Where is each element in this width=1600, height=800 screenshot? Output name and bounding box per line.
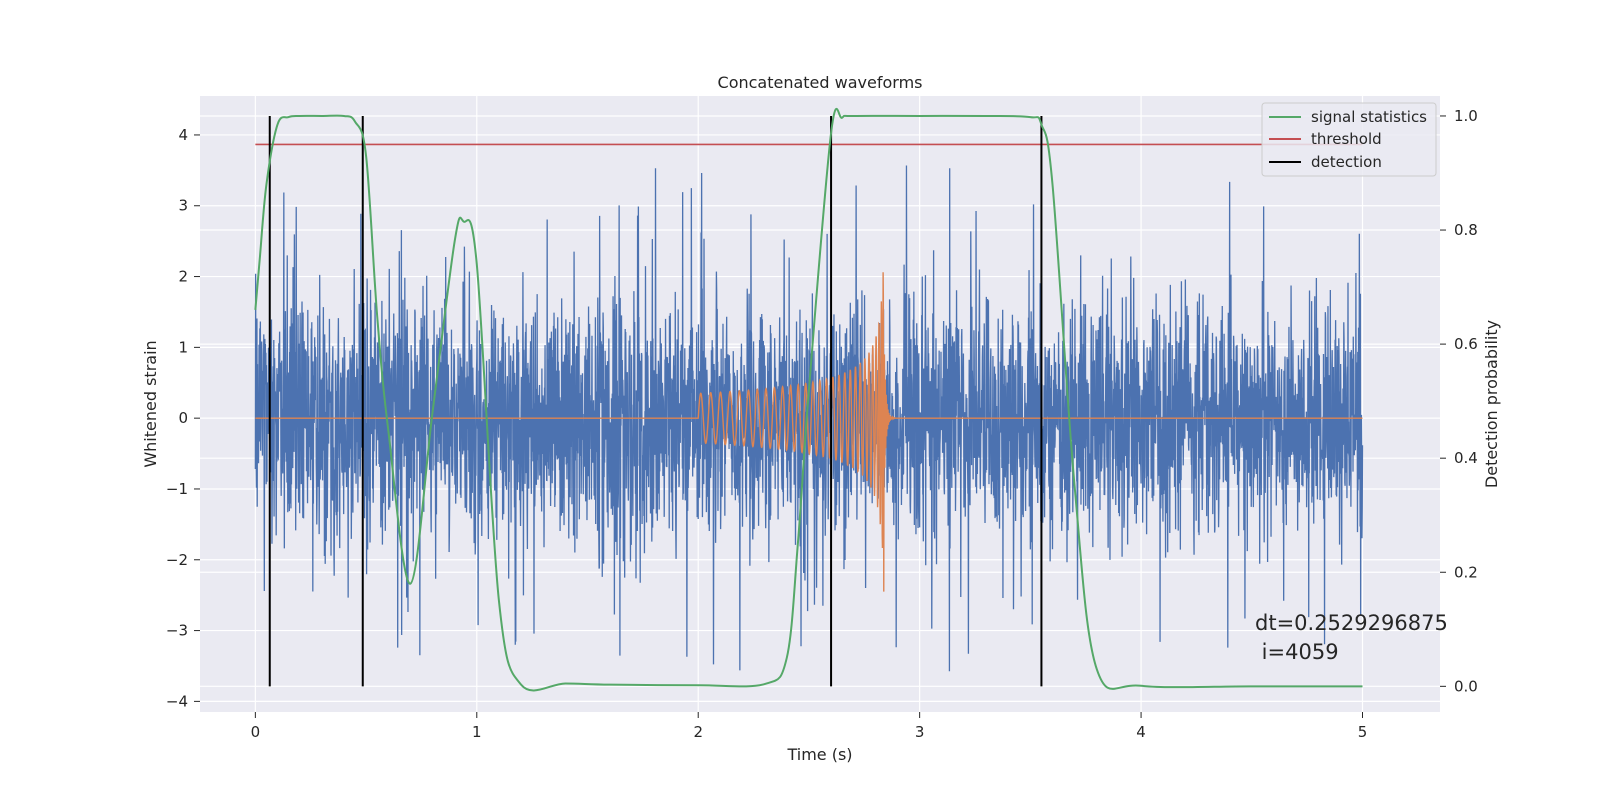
strain-noise-line [254, 165, 1364, 672]
signal-statistics-line [254, 107, 1363, 692]
y-tick-label: 1 [178, 338, 188, 356]
legend-label-signal-statistics: signal statistics [1311, 108, 1427, 126]
legend: signal statistics threshold detection [1261, 102, 1437, 177]
legend-box [1261, 102, 1437, 177]
axes-layer: 0 1 2 3 4 5 −4 −3 −2 −1 0 1 2 3 4 0.0 0.2 0.4 0.6 0.8 1.0 [166, 107, 1478, 741]
y-tick-label: −1 [166, 480, 188, 498]
y2-tick-label: 0.8 [1454, 221, 1478, 239]
data-layer [254, 107, 1364, 692]
y-tick-label: 0 [178, 409, 188, 427]
y2-tick-label: 0.6 [1454, 335, 1478, 353]
chart-title: Concatenated waveforms [718, 73, 923, 92]
y2-tick-label: 0.0 [1454, 677, 1478, 695]
y-tick-label: 4 [178, 126, 188, 144]
x-axis-label: Time (s) [786, 745, 852, 764]
annotation-dt: dt=0.2529296875 [1255, 611, 1448, 635]
x-tick-label: 0 [251, 723, 261, 741]
y-tick-label: 3 [178, 197, 188, 215]
y2-tick-label: 1.0 [1454, 107, 1478, 125]
y2-axis-label: Detection probability [1482, 320, 1501, 488]
y2-tick-label: 0.4 [1454, 449, 1478, 467]
y-tick-label: 2 [178, 268, 188, 286]
y-tick-label: −2 [166, 551, 188, 569]
y2-tick-label: 0.2 [1454, 563, 1478, 581]
annotation-index: i=4059 [1255, 640, 1339, 664]
x-tick-label: 2 [693, 723, 703, 741]
y-tick-label: −4 [166, 692, 188, 710]
x-tick-label: 3 [915, 723, 925, 741]
y-tick-label: −3 [166, 622, 188, 640]
legend-label-threshold: threshold [1311, 130, 1382, 148]
legend-label-detection: detection [1311, 153, 1382, 171]
y-axis-label: Whitened strain [141, 340, 160, 467]
x-tick-label: 4 [1136, 723, 1146, 741]
x-tick-label: 5 [1358, 723, 1368, 741]
x-tick-label: 1 [472, 723, 482, 741]
chirp-signal-line [255, 272, 1363, 592]
